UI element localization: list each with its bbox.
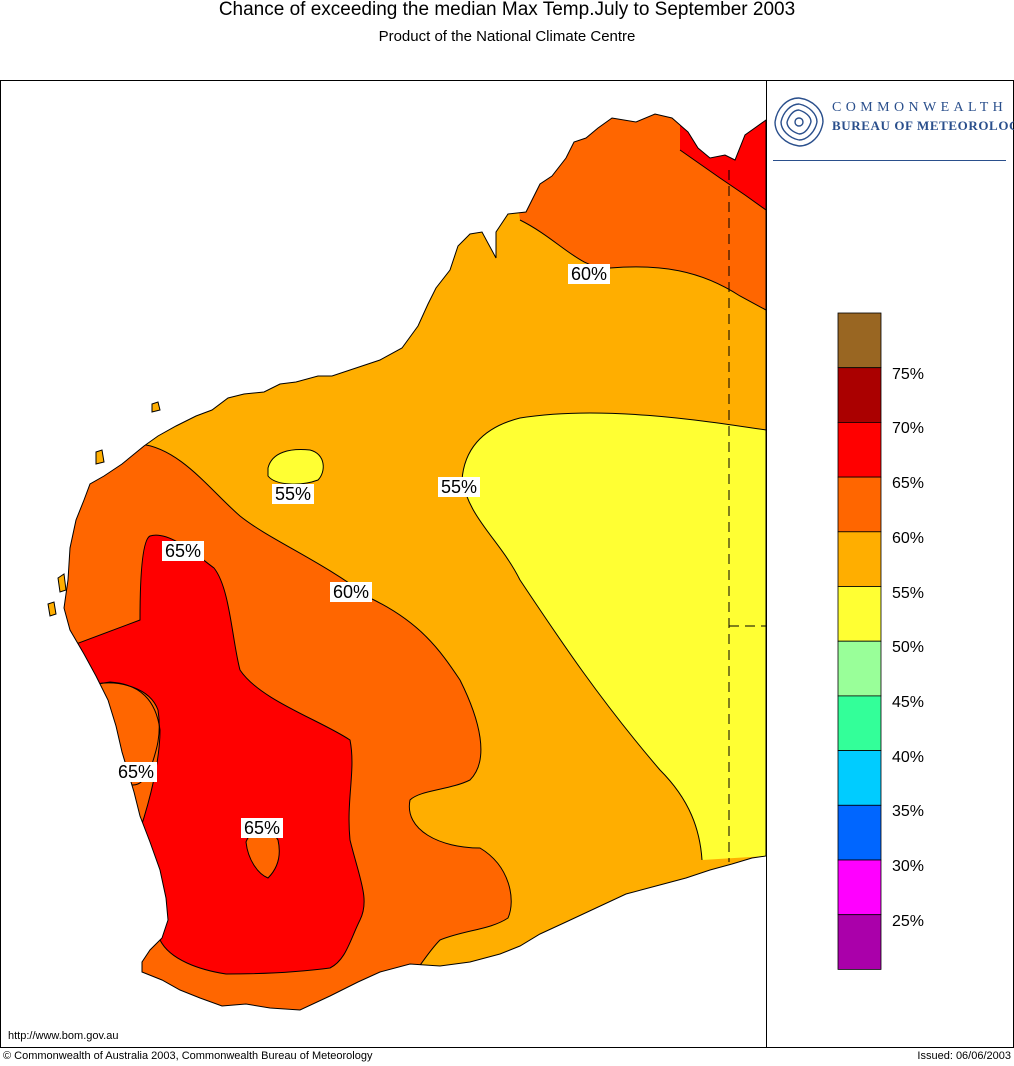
- islands: [47, 401, 161, 617]
- band-50-55-east-region: [462, 412, 766, 860]
- band-65-70-southwest-region: [64, 535, 365, 974]
- legend-band: [837, 804, 882, 861]
- legend-band-label: 45%: [892, 693, 925, 711]
- bom-logo-rule: [773, 160, 1006, 161]
- legend-band: [837, 586, 882, 642]
- legend-band: [837, 750, 882, 806]
- legend-band-label: 25%: [892, 912, 925, 930]
- contour-label-55-east: 55%: [438, 477, 481, 497]
- band-50-55-small-region: [268, 449, 324, 485]
- contour-label-60-central: 60%: [330, 582, 373, 602]
- contour-label-60-north: 60%: [568, 264, 611, 284]
- legend-band: [837, 531, 882, 587]
- map-subtitle: Product of the National Climate Centre: [378, 28, 636, 45]
- legend-band: [837, 914, 882, 970]
- bom-url-link[interactable]: http://www.bom.gov.au: [8, 1030, 119, 1042]
- legend-band: [837, 695, 882, 752]
- legend-band-label: 50%: [892, 639, 925, 657]
- legend-band-label: 75%: [892, 365, 925, 383]
- band-60-65-inland-patch: [246, 829, 280, 878]
- legend-band-label: 65%: [892, 475, 925, 493]
- legend-band: [837, 421, 882, 478]
- map-title: Chance of exceeding the median Max Temp.…: [218, 0, 796, 20]
- legend-band-label: 35%: [892, 803, 925, 821]
- contour-label-65-northwest: 65%: [162, 541, 205, 561]
- wa-map: [64, 114, 766, 1010]
- contour-label-55-small: 55%: [272, 484, 315, 504]
- legend-band-label: 40%: [892, 748, 925, 766]
- contour-label-65-south: 65%: [241, 818, 284, 838]
- state-border: [728, 170, 766, 862]
- legend-band: [837, 859, 882, 916]
- legend-colorbar: [837, 312, 882, 970]
- band-60-65-coastal-patch: [96, 683, 160, 785]
- legend-band-label: 70%: [892, 420, 925, 438]
- legend-band-label: 30%: [892, 858, 925, 875]
- legend-band-label: 60%: [892, 529, 925, 547]
- issued-date: Issued: 06/06/2003: [917, 1050, 1011, 1062]
- legend-band: [837, 312, 882, 369]
- legend-band-label: 55%: [892, 584, 925, 602]
- legend-band: [837, 640, 882, 697]
- contour-label-65-coast: 65%: [115, 762, 158, 782]
- bom-logo[interactable]: COMMONWEALTH BUREAU OF METEOROLOGY: [767, 80, 1014, 161]
- legend-band: [837, 476, 882, 533]
- copyright-symbol: ©: [3, 1050, 12, 1062]
- legend-band: [837, 367, 882, 423]
- bom-logo-line2: BUREAU OF METEOROLOGY: [832, 118, 1014, 133]
- bom-logo-line1: COMMONWEALTH: [832, 100, 1008, 115]
- copyright-text: Commonwealth of Australia 2003, Commonwe…: [14, 1050, 373, 1062]
- copyright-notice: © Commonwealth of Australia 2003, Common…: [3, 1050, 372, 1062]
- bom-spiral-logo-icon: [774, 97, 824, 147]
